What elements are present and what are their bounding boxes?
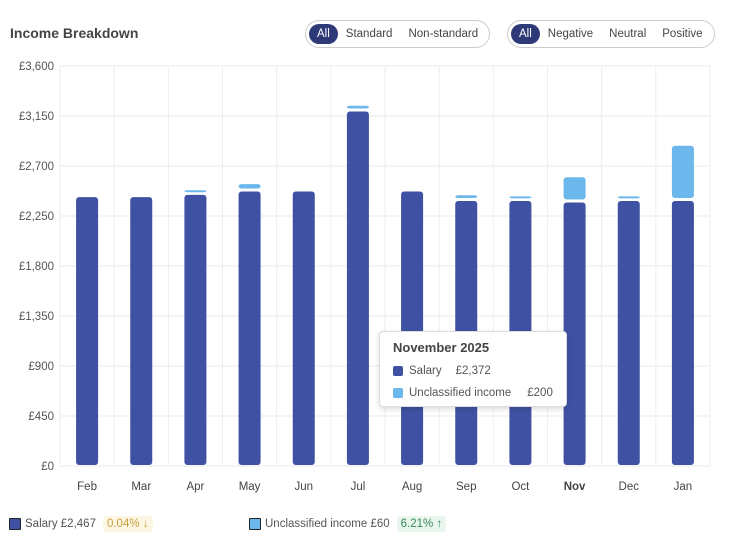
x-tick-label: Nov: [564, 481, 586, 493]
x-tick-label: Aug: [402, 481, 422, 493]
type-filter-standard[interactable]: Standard: [345, 28, 393, 40]
y-tick-label: £1,350: [19, 311, 54, 323]
y-tick-label: £2,250: [19, 211, 54, 223]
tooltip: November 2025 Salary £2,372 Unclassified …: [379, 331, 567, 407]
y-tick-label: £450: [28, 411, 54, 423]
type-filter-all[interactable]: All: [309, 24, 338, 44]
tooltip-title: November 2025: [393, 340, 490, 355]
unclassified-swatch: [393, 388, 403, 398]
x-tick-label: Dec: [619, 481, 640, 493]
tooltip-value: £2,372: [455, 365, 491, 377]
x-tick-label: Oct: [511, 481, 530, 493]
type-filter-non-standard[interactable]: Non-standard: [408, 28, 479, 40]
y-tick-label: £900: [28, 361, 54, 373]
salary-bar: [671, 201, 694, 465]
x-tick-label: Jul: [351, 481, 366, 493]
unclassified-bar: [184, 190, 207, 193]
y-tick-label: £3,600: [19, 61, 54, 73]
x-tick-label: Mar: [131, 481, 151, 493]
change-badge: 6.21% ↑: [396, 516, 447, 532]
page-title: Income Breakdown: [10, 25, 139, 41]
unclassified-bar: [455, 195, 478, 198]
tooltip-label: Salary: [409, 365, 442, 377]
legend-label: Unclassified income £60: [265, 518, 390, 530]
salary-bar: [401, 191, 424, 466]
y-tick-label: £3,150: [19, 111, 54, 123]
x-tick-label: May: [239, 481, 261, 493]
unclassified-bar: [509, 196, 532, 199]
salary-bar: [130, 197, 153, 465]
x-tick-label: Jan: [674, 481, 693, 493]
unclassified-bar: [238, 184, 261, 189]
unclassified-bar: [671, 145, 694, 198]
type-filter: All Standard Non-standard: [305, 20, 491, 48]
x-tick-label: Feb: [77, 481, 97, 493]
x-tick-label: Sep: [456, 481, 476, 493]
legend-unclassified[interactable]: Unclassified income £60 6.21% ↑: [249, 516, 447, 532]
x-tick-label: Jun: [294, 481, 313, 493]
sentiment-filter-negative[interactable]: Negative: [547, 28, 594, 40]
legend-salary[interactable]: Salary £2,467 0.04% ↓: [9, 516, 153, 532]
change-badge: 0.04% ↓: [102, 516, 153, 532]
tooltip-label: Unclassified income: [409, 387, 512, 399]
income-chart: £0 £450 £900 £1,350 £1,800 £2,250 £2,700 £3,150…: [19, 61, 711, 493]
salary-bar: [563, 202, 586, 465]
unclassified-swatch: [249, 518, 261, 530]
salary-swatch: [393, 366, 403, 376]
sentiment-filter-positive[interactable]: Positive: [662, 28, 703, 40]
legend-label: Salary £2,467: [25, 518, 96, 530]
salary-bar: [76, 197, 99, 465]
y-tick-label: £1,800: [19, 261, 54, 273]
unclassified-bar: [346, 105, 369, 109]
y-tick-label: £2,700: [19, 161, 54, 173]
x-tick-label: Apr: [186, 481, 204, 493]
y-tick-label: £0: [41, 461, 54, 473]
tooltip-value: £200: [527, 387, 553, 399]
sentiment-filter-neutral[interactable]: Neutral: [609, 28, 647, 40]
salary-bar: [184, 194, 207, 465]
salary-bar: [238, 191, 261, 466]
sentiment-filter: All Negative Neutral Positive: [507, 20, 715, 48]
salary-bar: [617, 201, 640, 465]
salary-bar: [346, 111, 369, 466]
unclassified-bar: [617, 196, 640, 199]
unclassified-bar: [563, 177, 586, 200]
salary-swatch: [9, 518, 21, 530]
salary-bar: [292, 191, 315, 466]
sentiment-filter-all[interactable]: All: [511, 24, 540, 44]
